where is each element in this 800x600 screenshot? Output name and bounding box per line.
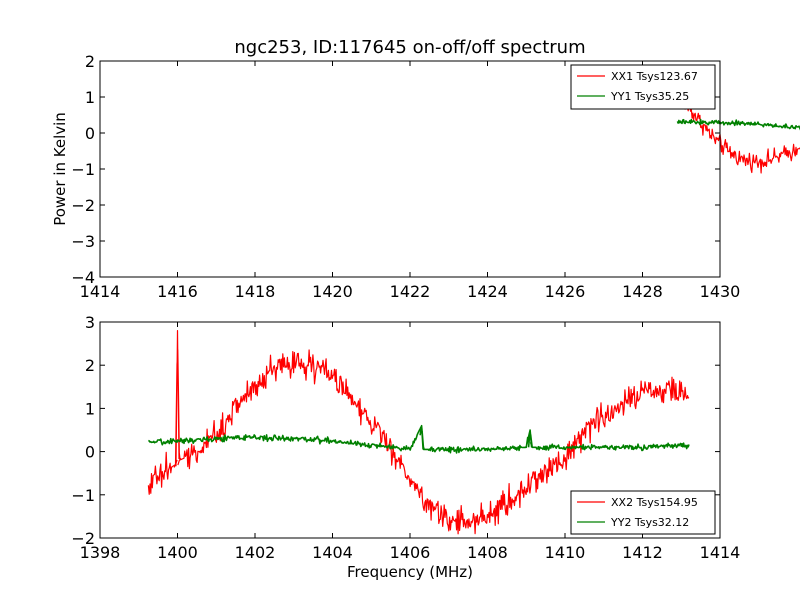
legend-box bbox=[570, 490, 716, 535]
x-tick-label: 1414 bbox=[80, 282, 121, 301]
legend: XX2 Tsys154.95 YY2 Tsys32.12 bbox=[570, 490, 716, 535]
x-tick-label: 1402 bbox=[235, 543, 276, 562]
x-tick-label: 1414 bbox=[700, 543, 741, 562]
x-tick-label: 1406 bbox=[390, 543, 431, 562]
x-tick-label: 1428 bbox=[622, 282, 663, 301]
x-tick-label: 1418 bbox=[235, 282, 276, 301]
y-tick-label: −3 bbox=[71, 232, 95, 251]
y-tick-label: 1 bbox=[85, 399, 95, 418]
x-axis-title: Frequency (MHz) bbox=[347, 563, 473, 581]
x-tick-label: 1398 bbox=[80, 543, 121, 562]
x-tick-label: 1424 bbox=[467, 282, 508, 301]
y-axis-title: Power in Kelvin bbox=[51, 112, 69, 226]
top-panel: 1414 1416 1418 1420 1422 1424 1426 1428 1430 −4 −3… bbox=[71, 52, 800, 301]
legend-label: YY1 Tsys35.25 bbox=[610, 90, 689, 103]
y-tick-label: −2 bbox=[71, 196, 95, 215]
y-tick-label: 1 bbox=[85, 88, 95, 107]
y-tick-label: 0 bbox=[85, 124, 95, 143]
y-tick-label: 2 bbox=[85, 52, 95, 71]
y-tick-label: −1 bbox=[71, 486, 95, 505]
y-tick-label: 2 bbox=[85, 356, 95, 375]
x-tick-label: 1430 bbox=[700, 282, 741, 301]
y-tick-label: −4 bbox=[71, 268, 95, 287]
y-tick-label: 0 bbox=[85, 443, 95, 462]
bottom-panel: 1398 1400 1402 1404 1406 1408 1410 1412 1414 −2 −1… bbox=[71, 313, 740, 562]
x-tick-label: 1408 bbox=[467, 543, 508, 562]
x-tick-label: 1404 bbox=[312, 543, 353, 562]
x-tick-label: 1410 bbox=[545, 543, 586, 562]
x-tick-label: 1426 bbox=[545, 282, 586, 301]
legend: XX1 Tsys123.67 YY1 Tsys35.25 bbox=[570, 64, 716, 110]
x-tick-label: 1412 bbox=[622, 543, 663, 562]
y-tick-label: −2 bbox=[71, 529, 95, 548]
legend-box bbox=[570, 64, 716, 110]
legend-label: XX1 Tsys123.67 bbox=[611, 70, 698, 83]
series-line-yy bbox=[147, 424, 690, 454]
x-tick-label: 1422 bbox=[390, 282, 431, 301]
legend-label: YY2 Tsys32.12 bbox=[610, 516, 689, 529]
x-tick-label: 1400 bbox=[157, 543, 198, 562]
y-tick-label: 3 bbox=[85, 313, 95, 332]
x-tick-label: 1420 bbox=[312, 282, 353, 301]
series-line-xx bbox=[147, 330, 690, 535]
legend-label: XX2 Tsys154.95 bbox=[611, 496, 698, 509]
x-tick-label: 1416 bbox=[157, 282, 198, 301]
y-tick-label: −1 bbox=[71, 160, 95, 179]
chart-title: ngc253, ID:117645 on-off/off spectrum bbox=[234, 37, 585, 58]
